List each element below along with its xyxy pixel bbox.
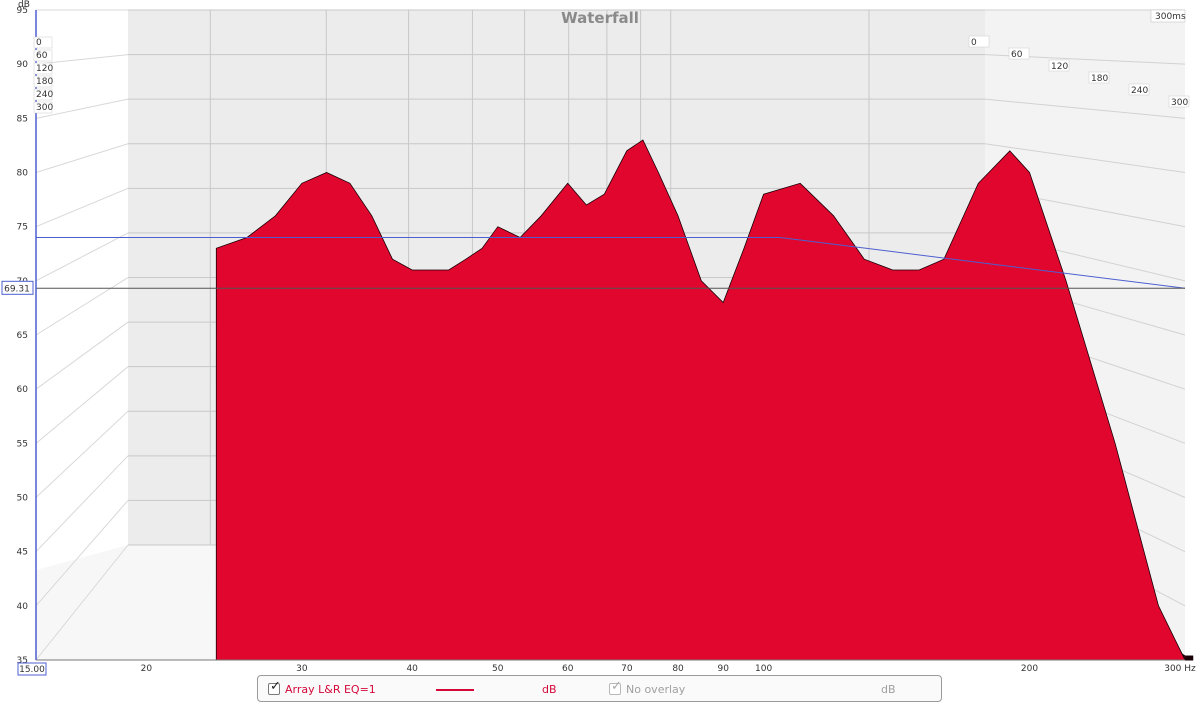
x-tick-label: 30 (296, 664, 308, 674)
y-tick-label: 95 (17, 6, 28, 16)
axis-labels: 35404550556065707580859095dB203040506070… (1, 0, 1196, 676)
y-tick-label: 45 (17, 548, 28, 558)
time-tick-left: 300 (36, 103, 53, 113)
check-icon: ✓ (611, 679, 622, 694)
y-tick-label: 65 (17, 331, 28, 341)
time-tick-box-right (1128, 83, 1150, 96)
left-grid-h (35, 187, 129, 228)
time-tick-box-right (1008, 47, 1030, 60)
y-tick-label: 40 (17, 602, 29, 612)
check-icon: ✓ (270, 679, 281, 694)
time-tick-box-left (33, 75, 53, 88)
overlay-checkbox[interactable]: ✓ (609, 679, 622, 695)
time-tick-left: 60 (36, 51, 48, 61)
time-tick-right: 180 (1091, 74, 1108, 84)
series-color-swatch (436, 689, 474, 691)
left-grid-h (35, 500, 129, 607)
y-tick-label: 35 (17, 656, 28, 666)
time-tick-left: 180 (36, 77, 53, 87)
time-tick-right: 60 (1011, 50, 1023, 60)
left-grid-h (35, 143, 129, 173)
y-tick-label: 50 (17, 494, 29, 504)
time-tick-box-right (968, 35, 990, 48)
time-tick-box-left (33, 101, 53, 114)
chart-title: Waterfall (561, 9, 639, 27)
time-max-label: 300ms (1155, 12, 1186, 22)
time-max-box (1150, 9, 1186, 23)
reference-line-perspective (779, 237, 1186, 289)
time-tick-right: 240 (1131, 86, 1148, 96)
overlay-item[interactable]: ✓ No overlay (609, 680, 685, 698)
time-tick-right: 120 (1051, 62, 1068, 72)
time-tick-box-left (33, 36, 53, 49)
time-tick-box-right (1088, 71, 1110, 84)
cursor-value-box (1, 280, 34, 295)
time-tick-left: 0 (36, 38, 42, 48)
time-tick-box-left (33, 88, 53, 101)
left-grid-h (35, 366, 129, 444)
x-start-label: 15.00 (19, 665, 45, 675)
y-tick-label: 60 (17, 385, 29, 395)
left-grid-h (35, 54, 129, 65)
x-tick-label: 70 (621, 664, 633, 674)
legend-series-item[interactable]: ✓ Array L&R EQ=1 (268, 680, 376, 698)
left-grid-h (35, 544, 129, 661)
left-grid-h (35, 277, 129, 336)
left-grid-h (35, 410, 129, 498)
time-tick-left: 120 (36, 64, 53, 74)
waterfall-slice (215, 139, 1186, 661)
x-tick-label: 80 (672, 664, 684, 674)
y-tick-label: 85 (17, 114, 28, 124)
x-start-box (17, 662, 47, 676)
x-tick-label: 90 (717, 664, 729, 674)
y-tick-label: 90 (17, 60, 29, 70)
side-grid-h (984, 98, 1186, 119)
y-tick-label: 55 (17, 439, 28, 449)
y-unit-label: dB (18, 0, 30, 10)
time-tick-box-right (1168, 95, 1190, 108)
series-checkbox[interactable]: ✓ (268, 679, 281, 695)
y-tick-label: 75 (17, 223, 28, 233)
time-tick-box-left (33, 62, 53, 75)
series-name: Array L&R EQ=1 (285, 682, 376, 696)
cursor-value-label: 69.31 (4, 284, 30, 294)
front-overlays (35, 10, 1186, 661)
left-grid-h (35, 321, 129, 390)
side-grid-h (984, 143, 1186, 173)
left-grid-h (35, 232, 129, 282)
time-tick-box-left (33, 49, 53, 62)
overlay-label: No overlay (626, 682, 686, 696)
x-tick-label: 100 (755, 664, 772, 674)
time-tick-right: 0 (971, 38, 977, 48)
left-grid-h (35, 98, 129, 119)
waterfall-slices (215, 139, 1194, 661)
time-tick-left: 240 (36, 90, 53, 100)
x-tick-label: 40 (406, 664, 418, 674)
x-tick-label: 60 (562, 664, 574, 674)
series-unit: dB (542, 682, 557, 696)
legend: ✓ Array L&R EQ=1 dB ✓ No overlay dB (257, 675, 942, 702)
y-tick-label: 80 (17, 169, 29, 179)
time-tick-right: 300 (1171, 98, 1188, 108)
x-tick-label: 20 (141, 664, 153, 674)
x-tick-label: 200 (1021, 664, 1038, 674)
x-tick-label: 50 (492, 664, 504, 674)
overlay-unit: dB (881, 682, 896, 696)
left-grid-h (35, 455, 129, 553)
time-tick-box-right (1048, 59, 1070, 72)
x-end-label: 300 Hz (1164, 664, 1196, 674)
